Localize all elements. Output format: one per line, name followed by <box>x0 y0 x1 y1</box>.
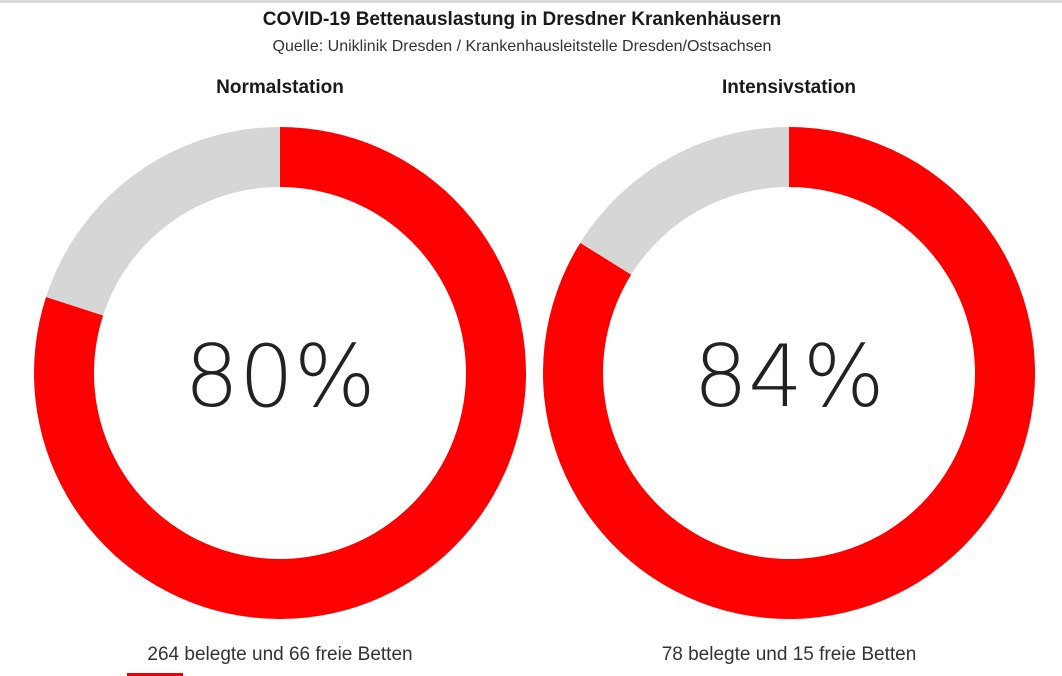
chart-title: COVID-19 Bettenauslastung in Dresdner Kr… <box>262 9 782 30</box>
active-indicator <box>127 673 183 676</box>
slice-free <box>580 127 789 275</box>
slice-free <box>46 127 280 316</box>
donut-title-intensive: Intensivstation <box>721 77 857 98</box>
center-percent-label: 80% <box>184 327 375 427</box>
center-percent-label: 84% <box>693 327 884 427</box>
chart-subtitle: Quelle: Uniklinik Dresden / Krankenhausl… <box>272 38 772 55</box>
caption-normal: 264 belegte und 66 freie Betten <box>147 644 413 665</box>
top-border <box>0 0 1062 3</box>
donut-title-normal: Normalstation <box>216 77 344 98</box>
caption-intensive: 78 belegte und 15 freie Betten <box>661 644 917 665</box>
